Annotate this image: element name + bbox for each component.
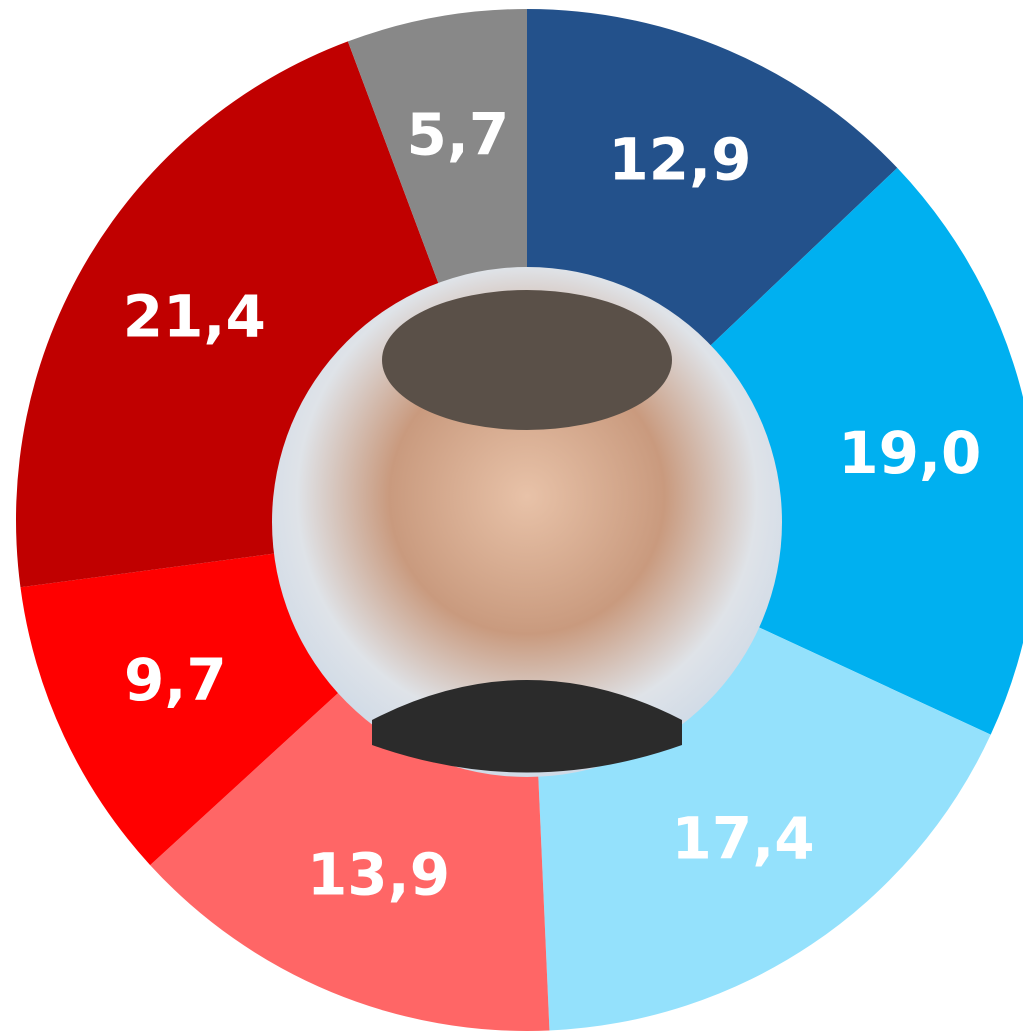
value-label: 21,4 [123, 283, 266, 351]
center-photo [272, 267, 782, 777]
hair [382, 290, 672, 430]
page: 12,919,017,413,99,721,45,7 (() => { cons… [0, 0, 1023, 1032]
value-label: 17,4 [672, 804, 815, 872]
value-label: 12,9 [608, 126, 751, 194]
value-label: 5,7 [407, 100, 510, 168]
value-label: 9,7 [124, 646, 227, 714]
value-label: 13,9 [307, 841, 450, 909]
value-label: 19,0 [838, 419, 981, 487]
chart: 12,9 19,0 17,4 13,9 9,7 21,4 5,7 [0, 0, 1023, 1032]
